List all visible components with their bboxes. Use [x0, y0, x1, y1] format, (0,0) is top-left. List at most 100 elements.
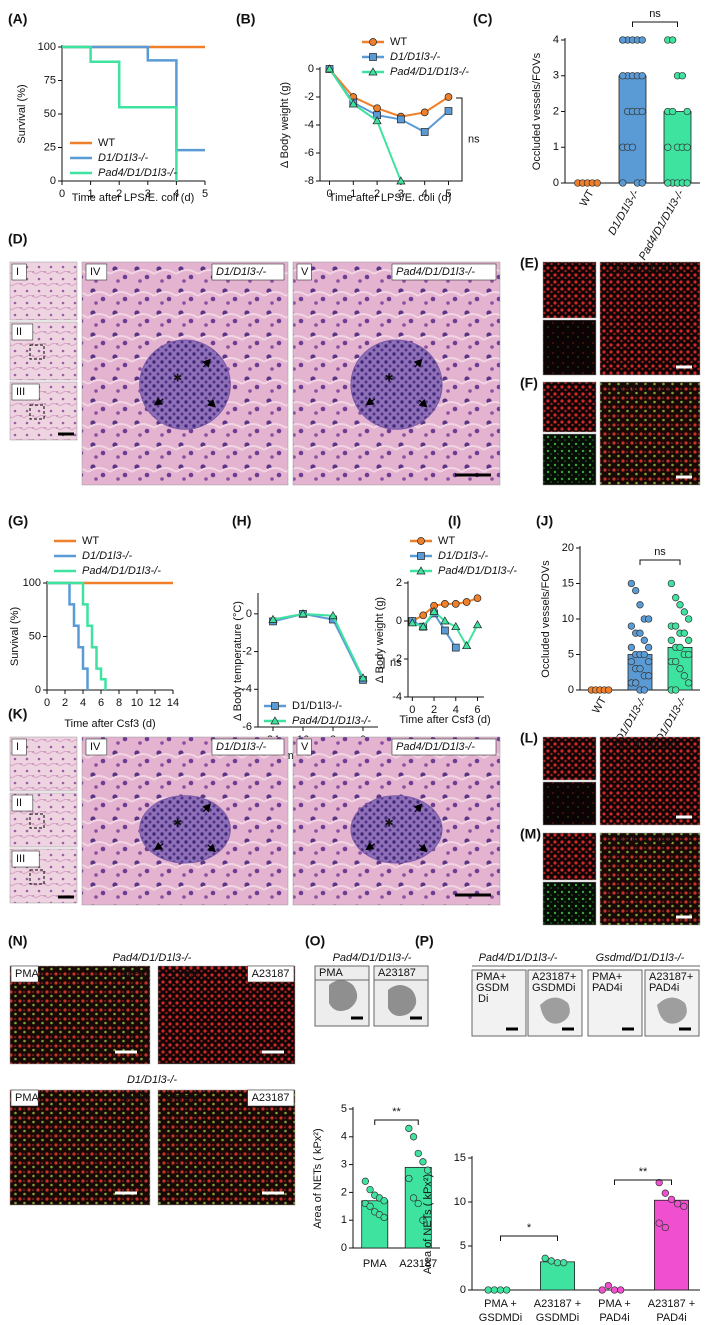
y-tick-label: -6	[242, 721, 252, 733]
stain-label: MPO	[615, 383, 641, 395]
y-tick-label: -4	[304, 119, 314, 131]
data-point	[644, 643, 653, 652]
annotation: ns	[468, 133, 480, 145]
x-tick-label: A23187 +	[648, 1298, 695, 1310]
stain-label: H3cit	[615, 738, 640, 750]
x-tick-label: 5	[445, 188, 451, 200]
y-tick-label: 4	[553, 34, 559, 46]
label-box	[247, 965, 295, 983]
data-point	[598, 1286, 606, 1294]
x-tick-label: Pad4/D1/D1l3-/-	[637, 188, 687, 263]
asterisk-mark: ✱	[173, 373, 182, 385]
y-tick-label: 10	[454, 1196, 466, 1208]
micrograph	[9, 1089, 151, 1206]
data-point	[636, 601, 644, 609]
clot	[350, 795, 443, 864]
data-point	[503, 1286, 511, 1294]
image-label: GSDM	[476, 982, 509, 994]
net-blob	[329, 980, 358, 1011]
annotation: *	[527, 1222, 532, 1234]
panel-label: (H)	[232, 513, 251, 529]
data-point	[604, 1281, 612, 1290]
label-box	[11, 738, 27, 756]
x-tick-label: D1/D1l3-/-	[606, 188, 642, 238]
data-point	[638, 107, 646, 116]
data-point	[684, 636, 693, 644]
image-label: GSDMDi	[532, 982, 575, 994]
marker	[451, 600, 460, 608]
arrowhead	[418, 398, 428, 408]
asterisk-mark: ✱	[385, 373, 394, 385]
net-blob	[388, 985, 417, 1016]
image-label: I	[16, 741, 19, 753]
image-label: V	[301, 741, 309, 753]
x-tick-label: GSDMDi	[536, 1312, 579, 1324]
x-tick-label: 0	[409, 704, 415, 716]
series-line	[47, 581, 89, 690]
marker	[298, 609, 308, 618]
data-point	[490, 1286, 498, 1294]
data-point	[684, 650, 693, 659]
label-box	[10, 1089, 39, 1107]
inset-box	[29, 404, 45, 420]
image-label: V	[301, 266, 309, 278]
data-point	[409, 1194, 418, 1202]
y-tick-label: 15	[562, 577, 574, 589]
y-axis-label: Survival (%)	[9, 607, 21, 666]
arrowhead	[207, 843, 216, 853]
data-point	[655, 1178, 663, 1187]
y-tick-label: 0	[35, 684, 41, 696]
stain-label: MPO	[123, 1092, 149, 1104]
panel-label: (A)	[8, 11, 27, 27]
annotation: **	[639, 1166, 648, 1178]
x-tick-label: 6	[98, 697, 104, 709]
x-tick-label: WT	[590, 695, 609, 716]
genotype-label: Gsdmd/D1/D1l3-/-	[596, 952, 685, 964]
data-point	[366, 1185, 374, 1194]
y-axis-label: Area of NETs ( kPx²)	[422, 1174, 434, 1274]
marker	[268, 614, 278, 623]
data-point	[668, 36, 677, 44]
label-box	[211, 738, 285, 756]
bar	[361, 1200, 389, 1249]
legend-label: WT	[390, 36, 407, 48]
image-label: D1/D1l3-/-	[216, 741, 266, 753]
y-tick-label: 50	[29, 630, 41, 642]
data-point	[640, 686, 648, 694]
stain-label: Chrom	[643, 383, 676, 395]
data-point	[680, 608, 688, 616]
image-label: PAD4i	[592, 982, 622, 994]
stain-label: Chrom	[166, 1092, 199, 1104]
label-box	[85, 263, 108, 281]
panel-label: (G)	[8, 513, 28, 529]
data-point	[684, 679, 693, 687]
data-point	[680, 672, 688, 680]
bracket	[632, 21, 678, 27]
data-point	[636, 665, 644, 673]
y-tick-label: 2	[553, 105, 559, 117]
micrograph	[542, 881, 597, 926]
annotation: ns	[390, 657, 402, 669]
y-axis-label: Δ Body weight (g)	[279, 82, 291, 168]
panel-label: (E)	[520, 255, 539, 271]
data-point	[674, 1200, 682, 1208]
data-point	[423, 1166, 432, 1174]
data-point	[361, 1177, 370, 1185]
data-point	[664, 179, 672, 187]
arrowhead	[207, 398, 216, 408]
image-label: A23187	[252, 1092, 290, 1104]
stain-label: Chrom	[643, 834, 676, 846]
y-axis-label: Δ Body temperature (°C)	[232, 601, 244, 721]
stain-label: MPO	[123, 968, 149, 980]
data-point	[553, 1259, 562, 1267]
data-point	[661, 1189, 669, 1197]
micrograph	[542, 832, 597, 881]
annotation: ns	[649, 8, 661, 20]
data-point	[405, 1174, 413, 1183]
x-tick-label: WT	[578, 188, 597, 209]
net-blob	[540, 997, 570, 1024]
data-point	[547, 1257, 555, 1265]
data-point	[672, 657, 680, 666]
marker	[444, 107, 453, 115]
image-label: IV	[90, 741, 101, 753]
